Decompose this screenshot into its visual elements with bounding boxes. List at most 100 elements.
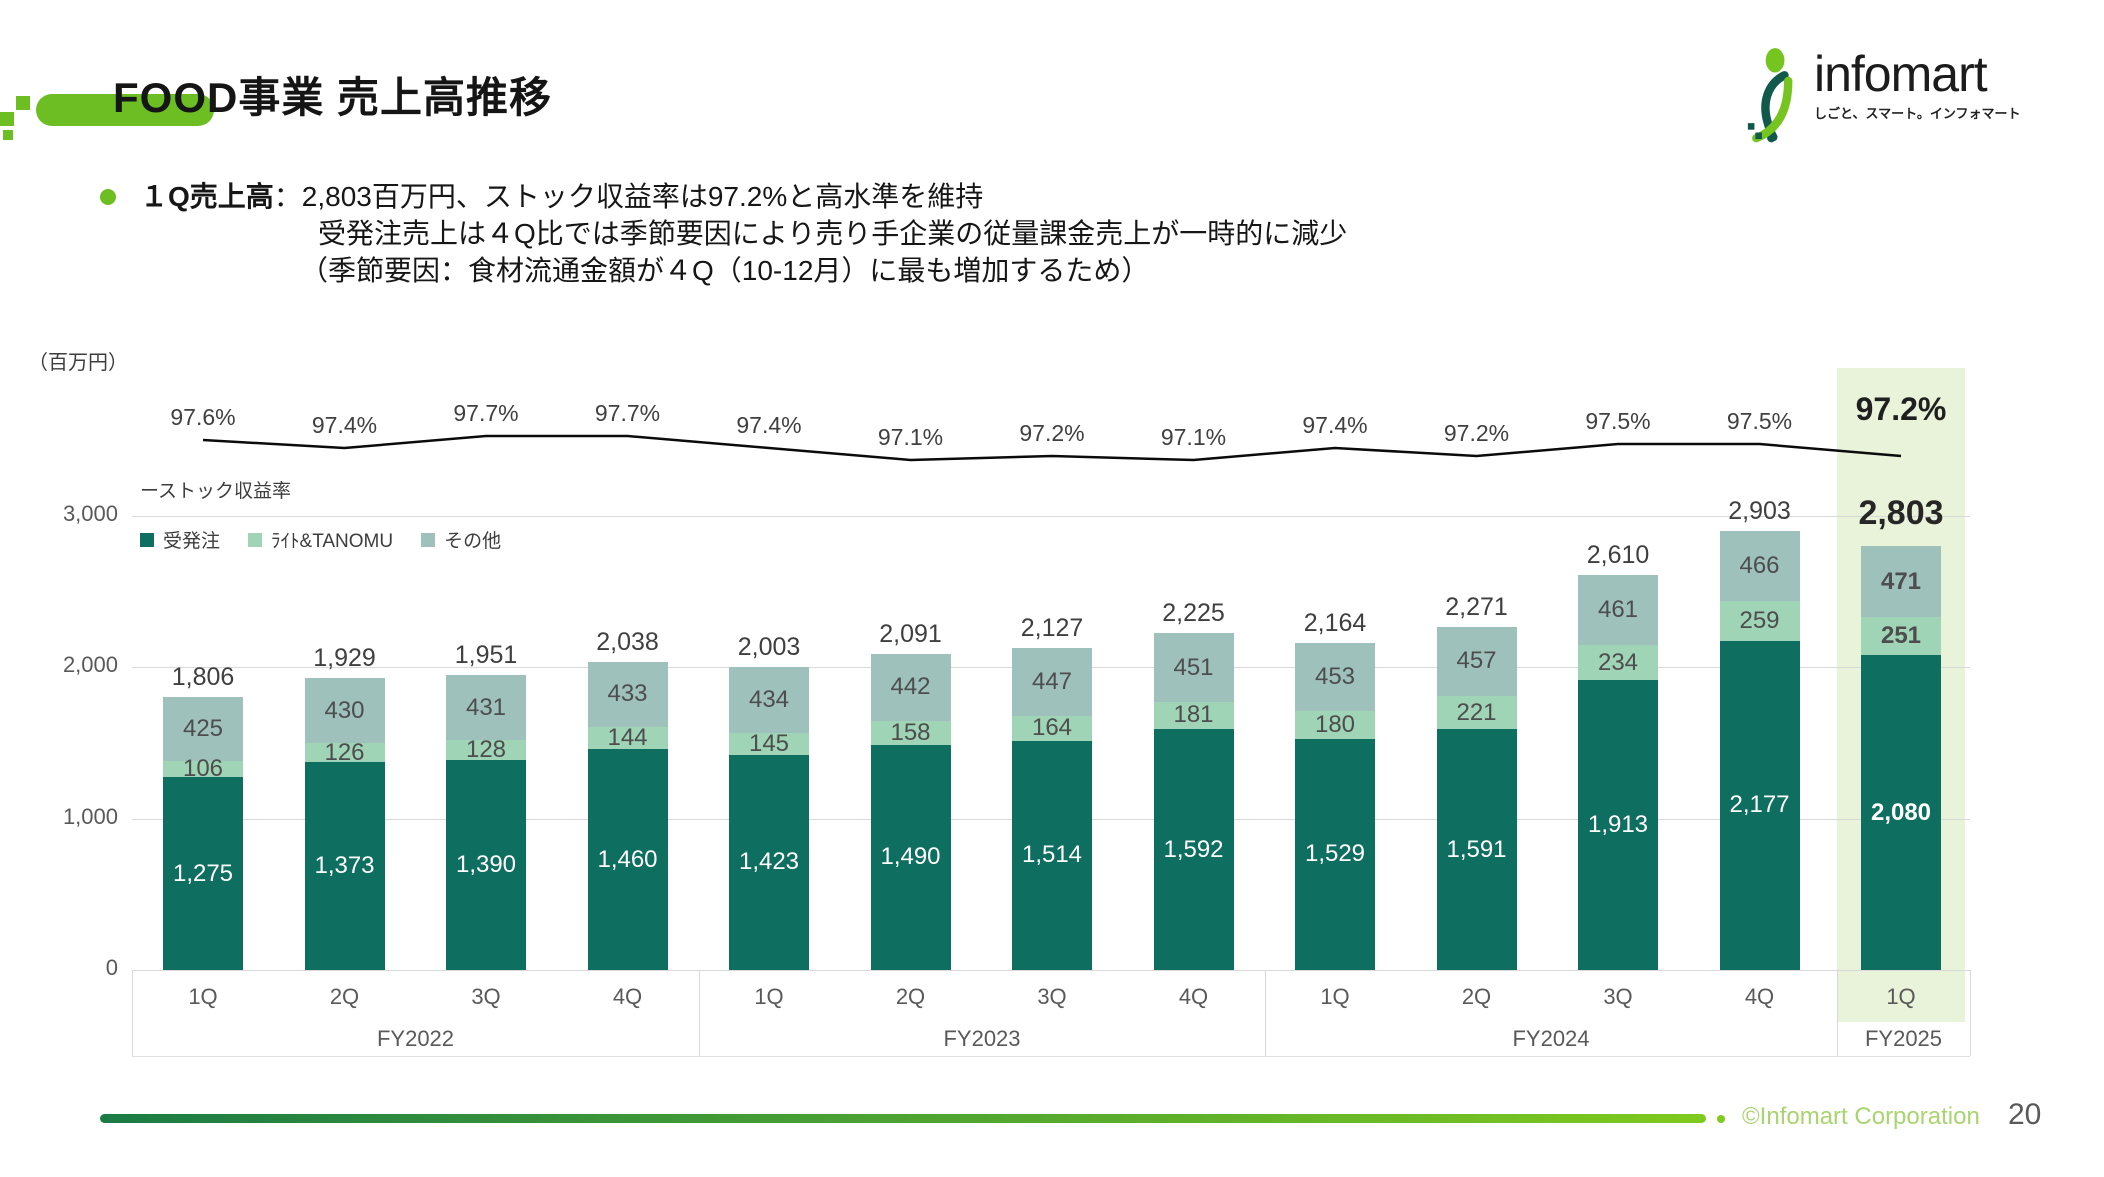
bar-segment-label: 425 [182,714,224,742]
bar-segment [870,744,951,970]
bar-total-label: 2,271 [1445,592,1508,621]
bullet-label: １Q売上高 [140,181,274,212]
bar-segment [163,777,243,970]
bullet-line-3: （季節要因：食材流通金額が４Q（10-12月）に最も増加するため） [300,255,1150,286]
legend-item: 受発注 [140,526,220,553]
bar-segment [1436,626,1517,696]
gridline [132,970,1970,971]
bar-segment-label: 433 [607,680,648,708]
bar-segment-label: 447 [1031,668,1073,696]
bar-segment-label: 451 [1173,653,1214,681]
rate-label: 97.2% [1855,391,1947,427]
bar-segment [446,759,526,970]
legend-label: ﾗｲﾄ&TANOMU [271,531,394,552]
bar-segment [1012,648,1092,717]
marker-pixel [0,112,14,126]
bar-segment [870,720,951,745]
infomart-figure-icon [1747,48,1793,143]
x-tick-label: 3Q [471,984,501,1009]
bar-segment-label: 145 [748,729,790,757]
bar-segment [1719,640,1800,970]
marker-pill [36,94,214,126]
legend-swatch-icon [140,532,154,547]
bar-segment-label: 106 [182,755,224,783]
legend-item: その他 [421,526,501,553]
bar-segment-label: 466 [1739,552,1780,580]
legend-swatch-icon [421,532,436,547]
bar-segment [1861,545,1941,618]
bar-segment [870,653,951,721]
bar-segment [1153,633,1234,702]
fy-group-label: FY2025 [1864,1026,1943,1051]
legend-label: 受発注 [163,531,221,552]
marker-pixel [16,96,30,110]
legend-line-label: ーストック収益率 [140,481,292,502]
x-tick-label: 1Q [1886,984,1916,1009]
rate-label: 97.5% [1585,408,1651,434]
bar-segment [1153,701,1234,730]
rate-label: 97.4% [1302,412,1368,438]
bar-segment [1295,711,1375,739]
rate-label: 97.4% [311,412,378,438]
bar-segment-label: 1,592 [1163,835,1224,863]
x-tick-label: 4Q [1178,984,1209,1009]
bar-segment-label: 158 [890,718,931,746]
x-tick-label: 2Q [895,984,926,1009]
x-tick-label: 1Q [754,984,784,1009]
bar-segment-label: 128 [465,735,507,763]
bar-segment-label: 461 [1597,596,1639,624]
axis-divider [132,970,133,1056]
axis-bottom-line [132,1056,1970,1057]
bar-segment [1295,642,1375,712]
rate-label: 97.1% [877,424,944,450]
legend-item: ﾗｲﾄ&TANOMU [248,526,393,553]
bar-segment [1012,740,1092,970]
page-number: 20 [2008,1098,2042,1131]
bullet-line-2: 受発注売上は４Q比では季節要因により売り手企業の従量課金売上が一時的に減少 [318,218,1348,249]
fy-group-label: FY2023 [943,1026,1021,1051]
bar-segment-label: 430 [324,696,365,724]
bar-segment [1861,655,1941,970]
rate-label: 97.7% [594,400,661,426]
bar-segment-label: 457 [1456,647,1497,675]
bar-segment [163,761,243,778]
bar-segment [1719,530,1800,602]
bar-segment [1578,575,1658,646]
series-legend: 受発注 ﾗｲﾄ&TANOMU その他 [140,526,501,553]
x-tick-label: 1Q [1320,984,1350,1009]
y-tick-label: 0 [105,955,118,980]
bar-segment-label: 1,490 [880,843,941,871]
bullet-line-1-text: ：2,803百万円、ストック収益率は97.2%と高水準を維持 [273,181,984,212]
x-tick-label: 3Q [1037,984,1067,1009]
bar-total-label: 2,164 [1303,608,1367,637]
y-tick-label: 1,000 [62,803,118,829]
bar-segment-label: 144 [607,724,648,752]
axis-divider [699,970,700,1056]
bar-segment-label: 2,080 [1870,798,1932,826]
legend-label: その他 [444,531,502,552]
page-title: FOOD事業 売上高推移 [113,74,552,121]
bar-segment [304,678,385,744]
summary-bullet: １Q売上高：2,803百万円、ストック収益率は97.2%と高水準を維持 受発注売… [100,178,1347,289]
bullet-icon [100,189,116,205]
bar-segment [446,740,526,760]
bar-segment [1295,738,1375,970]
rate-label: 97.4% [736,412,802,438]
bar-segment [729,754,809,970]
rate-label: 97.7% [453,400,519,426]
bar-total-label: 1,806 [171,662,235,691]
bar-segment-label: 1,390 [455,850,517,878]
bar-segment-label: 1,529 [1304,840,1366,868]
bar-total-label: 2,803 [1858,493,1944,532]
bar-segment-label: 1,275 [172,859,234,887]
rate-label: 97.2% [1443,420,1510,446]
bar-total-label: 2,225 [1162,599,1225,628]
bar-total-label: 2,127 [1020,614,1084,643]
bar-segment [1436,695,1517,730]
rate-label: 97.2% [1019,420,1085,446]
axis-divider [1837,970,1838,1056]
x-tick-label: 1Q [188,984,218,1009]
bar-segment [446,675,526,741]
